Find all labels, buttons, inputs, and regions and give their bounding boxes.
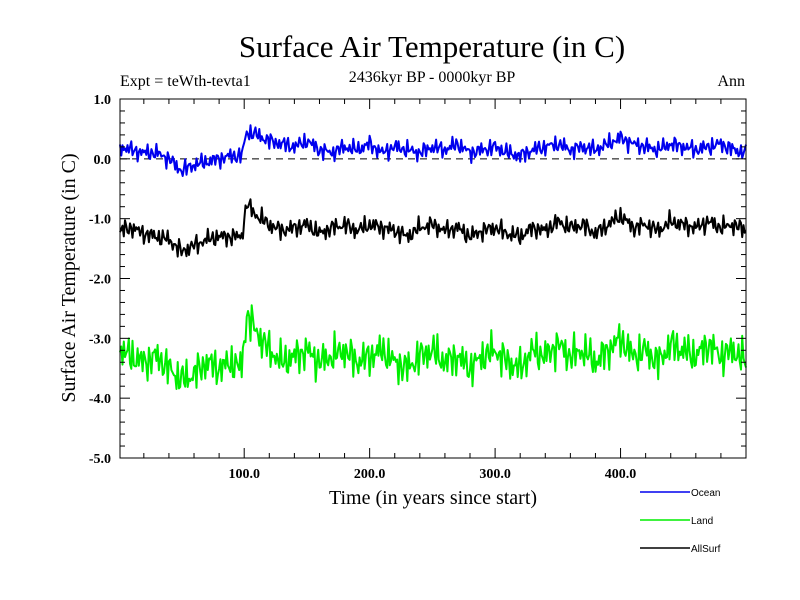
legend-label-allsurf: AllSurf bbox=[691, 544, 721, 555]
legend-label-land: Land bbox=[691, 516, 713, 527]
y-tick-label: -1.0 bbox=[89, 213, 111, 228]
y-tick-label: -2.0 bbox=[89, 273, 111, 288]
chart-subtitle: 2436kyr BP - 0000kyr BP bbox=[349, 69, 516, 86]
legend: Ocean Land AllSurf bbox=[640, 488, 721, 555]
y-tick-label: -5.0 bbox=[89, 452, 111, 467]
series-line-ocean bbox=[119, 124, 747, 177]
x-tick-label: 400.0 bbox=[605, 467, 637, 482]
x-tick-label: 100.0 bbox=[228, 467, 260, 482]
axes-ticks: 1.0 0.0 -1.0 -2.0 -3.0 -4.0 -5.0 100.0 200.0 300.… bbox=[89, 93, 746, 482]
y-axis-label: Surface Air Temperature (in C) bbox=[58, 153, 80, 402]
x-axis-label: Time (in years since start) bbox=[329, 487, 537, 509]
plot-lines bbox=[119, 124, 747, 390]
season-label: Ann bbox=[717, 73, 745, 90]
series-line-allsurf bbox=[119, 198, 747, 258]
experiment-label: Expt = teWth-tevta1 bbox=[120, 73, 251, 90]
y-tick-label: -4.0 bbox=[89, 392, 111, 407]
x-tick-label: 300.0 bbox=[479, 467, 511, 482]
y-tick-label: 1.0 bbox=[94, 93, 112, 108]
y-tick-label: -3.0 bbox=[89, 332, 111, 347]
series-line-land bbox=[119, 304, 747, 390]
chart-title: Surface Air Temperature (in C) bbox=[239, 29, 625, 64]
legend-label-ocean: Ocean bbox=[691, 488, 720, 499]
x-tick-label: 200.0 bbox=[354, 467, 386, 482]
y-tick-label: 0.0 bbox=[94, 153, 112, 168]
